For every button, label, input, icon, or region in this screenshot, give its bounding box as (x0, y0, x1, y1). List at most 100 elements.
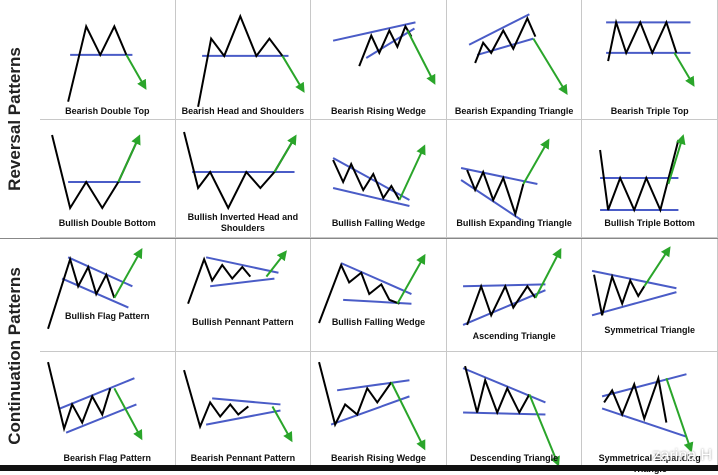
price-line (196, 13, 283, 107)
trend-line (476, 37, 534, 56)
price-line (465, 283, 537, 326)
breakout-arrow (528, 393, 560, 467)
pattern-figure (332, 144, 426, 207)
pattern-label: Bullish Inverted Head and Shoulders (187, 212, 299, 233)
price-line (603, 374, 668, 423)
pattern-cell: Bullish Flag Pattern (40, 238, 176, 352)
trend-line (468, 13, 530, 46)
section-title-continuation: Continuation Patterns (5, 266, 24, 445)
price-line (593, 273, 646, 316)
pattern-label: Bullish Pennant Pattern (192, 317, 294, 328)
trend-line (67, 256, 133, 288)
pattern-cell: Bearish Triple Top (582, 0, 718, 120)
pattern-cell: Bullish Expanding Triangle (446, 120, 583, 238)
pattern-figure (318, 361, 426, 451)
price-line (182, 369, 249, 430)
pattern-cell: Bearish Rising Wedge (311, 0, 447, 120)
price-line (318, 262, 400, 324)
pattern-label: Descending Triangle (470, 452, 559, 463)
trend-line (205, 409, 281, 426)
breakout-arrow (532, 38, 568, 95)
breakout-arrow (113, 248, 143, 299)
breakout-arrow (643, 246, 671, 287)
breakout-arrow (665, 377, 694, 453)
pattern-figure (51, 134, 141, 211)
pattern-cell: Bullish Falling Wedge (311, 120, 447, 238)
pattern-label: Bearish Double Top (65, 105, 150, 116)
pattern-figure (333, 21, 436, 85)
breakout-arrow (265, 250, 287, 278)
trend-line (333, 21, 416, 42)
pattern-figure (462, 247, 562, 326)
pattern-cell: Bullish Double Bottom (40, 120, 176, 238)
pattern-figure (599, 134, 686, 214)
breakout-arrow (125, 54, 147, 90)
pattern-label: Bullish Triple Bottom (604, 218, 695, 228)
pattern-label: Bullish Falling Wedge (331, 317, 426, 328)
pattern-cell: Bullish Falling Wedge (311, 238, 447, 352)
pattern-label: Bearish Rising Wedge (331, 452, 426, 463)
pattern-figure (602, 373, 694, 453)
trend-line (205, 256, 279, 274)
pattern-figure (67, 23, 147, 102)
trend-line (462, 367, 546, 404)
price-line (358, 24, 413, 67)
breakout-arrow (113, 387, 143, 441)
trend-line (209, 277, 275, 288)
trend-line (592, 291, 678, 317)
pattern-label: Bearish Head and Shoulders (181, 105, 305, 116)
pattern-cell: Bearish Flag Pattern (40, 352, 176, 471)
trend-line (462, 283, 546, 288)
section-continuation: Continuation Patterns (0, 240, 30, 471)
pattern-label: Bullish Expanding Triangle (456, 218, 572, 228)
trend-line (330, 395, 410, 426)
trend-line (365, 27, 416, 59)
trend-line (337, 379, 410, 392)
pattern-cell: Bearish Head and Shoulders (175, 0, 312, 120)
price-line (318, 361, 393, 428)
breakout-arrow (673, 52, 695, 87)
trend-line (462, 411, 546, 416)
pattern-label: Bullish Flag Pattern (65, 311, 150, 322)
pattern-label: Ascending Triangle (472, 330, 556, 341)
breakout-arrow (273, 134, 297, 173)
breakout-arrow (398, 144, 426, 201)
pattern-cell: Ascending Triangle (446, 238, 583, 352)
pattern-label: Symmetrical Triangle (604, 324, 695, 335)
pattern-figure (592, 246, 678, 317)
breakout-arrow (281, 55, 305, 93)
pattern-label: Bearish Triple Top (610, 105, 689, 116)
breakout-arrow (667, 134, 686, 185)
pattern-figure (182, 131, 297, 211)
trend-line (602, 373, 688, 398)
pattern-cell: Bearish Expanding Triangle (446, 0, 583, 120)
pattern-figure (468, 13, 568, 95)
bottom-bar (0, 465, 718, 471)
breakout-arrow (534, 247, 562, 299)
pattern-cell: Descending Triangle (446, 352, 583, 471)
price-line (465, 169, 525, 218)
trend-line (211, 397, 281, 406)
pattern-label: Bearish Rising Wedge (331, 105, 426, 116)
pattern-figure (462, 365, 560, 467)
pattern-grid: Bearish Double Top Bearish Head and Shoul… (40, 0, 718, 474)
pattern-label: Bearish Expanding Triangle (454, 105, 574, 116)
pattern-figure (182, 369, 293, 443)
price-line (47, 361, 112, 433)
section-divider (0, 238, 718, 239)
pattern-cell: Bullish Pennant Pattern (175, 238, 312, 352)
price-line (67, 23, 128, 102)
pattern-label: Bearish Flag Pattern (63, 452, 152, 463)
trend-line (333, 187, 410, 207)
pattern-figure (318, 253, 426, 324)
breakout-arrow (390, 381, 426, 451)
section-title-reversal: Reversal Patterns (5, 47, 25, 191)
price-line (599, 139, 680, 214)
pattern-cell: Bearish Rising Wedge (311, 352, 447, 471)
pattern-label: Bullish Double Bottom (58, 218, 156, 228)
pattern-cell: Bullish Triple Bottom (582, 120, 718, 238)
pattern-label: Bearish Pennant Pattern (190, 452, 296, 463)
price-line (51, 134, 140, 211)
pattern-figure (606, 18, 695, 87)
trend-line (340, 262, 413, 295)
